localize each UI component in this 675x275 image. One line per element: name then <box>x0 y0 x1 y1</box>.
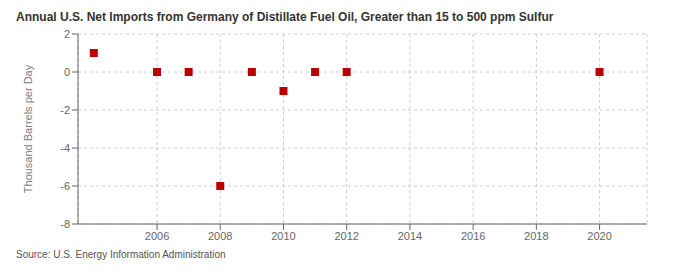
html-text:Source: U.S. Energy Informatio: Source: U.S. Energy Information Administ… <box>16 249 226 260</box>
svg-text:-4: -4 <box>60 142 70 154</box>
html-text:Annual U.S. Net Imports from G: Annual U.S. Net Imports from Germany of … <box>16 10 554 24</box>
svg-text:-2: -2 <box>60 104 70 116</box>
svg-text:2012: 2012 <box>334 230 358 242</box>
svg-text:2020: 2020 <box>587 230 611 242</box>
svg-text:2010: 2010 <box>271 230 295 242</box>
svg-text:2016: 2016 <box>461 230 485 242</box>
svg-text:-8: -8 <box>60 218 70 230</box>
svg-text:2008: 2008 <box>208 230 232 242</box>
svg-text:2018: 2018 <box>524 230 548 242</box>
svg-text:-6: -6 <box>60 180 70 192</box>
svg-text:2014: 2014 <box>398 230 422 242</box>
svg-text:2: 2 <box>64 28 70 40</box>
svg-text:2006: 2006 <box>145 230 169 242</box>
svg-text:Thousand Barrels per Day: Thousand Barrels per Day <box>22 64 34 193</box>
svg-text:0: 0 <box>64 66 70 78</box>
